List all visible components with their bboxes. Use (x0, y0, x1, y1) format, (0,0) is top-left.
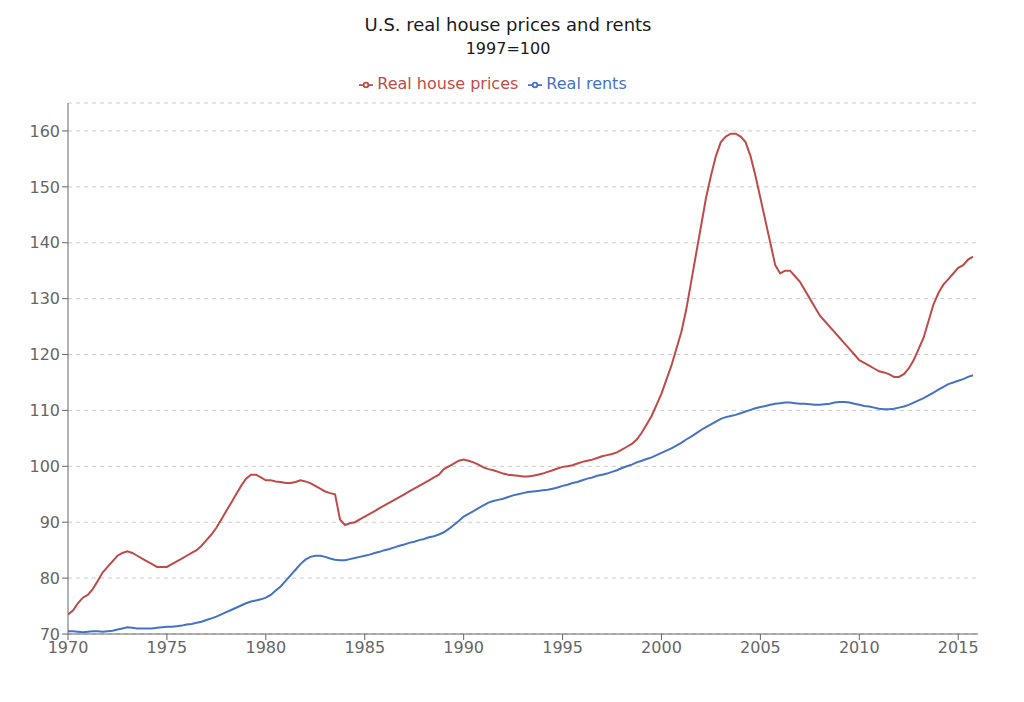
svg-text:110: 110 (29, 401, 60, 420)
svg-text:90: 90 (40, 513, 60, 532)
svg-text:2000: 2000 (641, 638, 682, 657)
html-text:1997=100: 1997=100 (465, 39, 551, 58)
svg-text:150: 150 (29, 178, 60, 197)
svg-text:70: 70 (40, 625, 60, 644)
svg-text:160: 160 (29, 122, 60, 141)
svg-text:140: 140 (29, 233, 60, 252)
svg-text:1985: 1985 (344, 638, 385, 657)
html-text:U.S. real house prices and ren: U.S. real house prices and rents (364, 14, 652, 35)
svg-text:130: 130 (29, 289, 60, 308)
svg-text:1995: 1995 (542, 638, 583, 657)
svg-text:1990: 1990 (443, 638, 484, 657)
svg-text:1975: 1975 (147, 638, 188, 657)
svg-text:2015: 2015 (938, 638, 979, 657)
html-text:Real house prices: Real house prices (377, 74, 519, 93)
svg-text:1980: 1980 (245, 638, 286, 657)
svg-text:80: 80 (40, 569, 60, 588)
svg-text:120: 120 (29, 345, 60, 364)
svg-text:2010: 2010 (839, 638, 880, 657)
html-text:Real rents: Real rents (546, 74, 627, 93)
svg-text:1970: 1970 (47, 638, 89, 658)
svg-text:100: 100 (29, 457, 60, 476)
svg-text:2005: 2005 (740, 638, 781, 657)
